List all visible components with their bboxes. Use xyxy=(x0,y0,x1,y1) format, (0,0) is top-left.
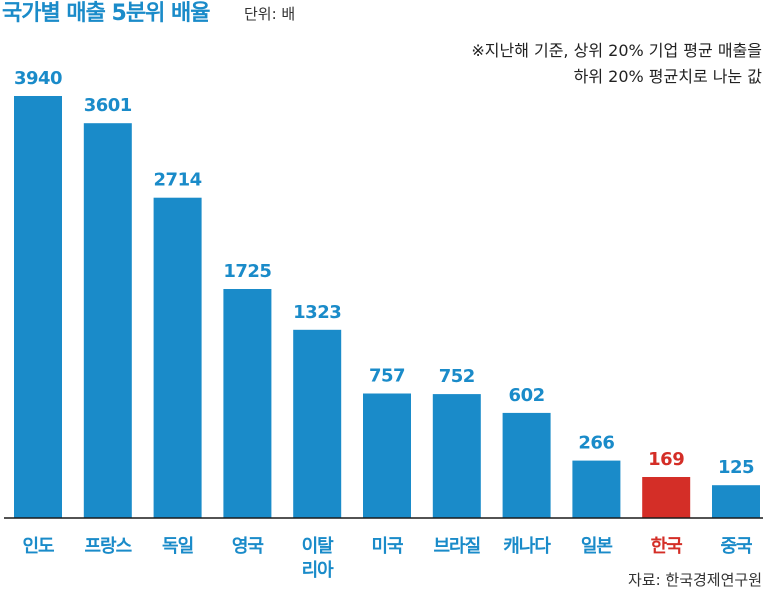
bar-10 xyxy=(642,477,691,518)
category-label-line: 중국 xyxy=(720,536,752,557)
bar-value-label: 169 xyxy=(648,449,684,470)
category-label-line: 일본 xyxy=(581,536,613,557)
category-label: 중국 xyxy=(720,536,752,557)
bar-value-label: 266 xyxy=(578,433,614,454)
category-label: 한국 xyxy=(651,536,683,557)
category-label: 캐나다 xyxy=(503,536,551,557)
bar-value-label: 1725 xyxy=(223,261,271,282)
category-label-line: 브라질 xyxy=(433,536,480,557)
bar-8 xyxy=(502,412,551,518)
category-label: 일본 xyxy=(581,536,613,557)
bar-6 xyxy=(363,393,411,518)
category-label-line: 한국 xyxy=(651,536,683,557)
category-label-line: 캐나다 xyxy=(503,536,551,557)
bar-11 xyxy=(712,485,760,518)
bar-value-label: 2714 xyxy=(154,170,202,191)
category-label: 독일 xyxy=(162,536,194,557)
bar-group: 3940 3601 2714 1725 1323 757 752 602 266 169 125 xyxy=(14,68,760,518)
bar-value-label: 3601 xyxy=(84,95,132,116)
bar-9 xyxy=(572,460,621,518)
category-label-line: 리아 xyxy=(302,560,335,581)
note-line-2: 하위 20% 평균치로 나눈 값 xyxy=(574,67,763,86)
category-label-line: 프랑스 xyxy=(84,536,131,557)
category-label: 브라질 xyxy=(433,536,480,557)
bar-7 xyxy=(432,394,481,518)
bar-value-label: 125 xyxy=(718,457,754,478)
bar-3 xyxy=(153,197,202,518)
bar-value-label: 752 xyxy=(439,366,475,387)
bar-4 xyxy=(223,289,272,518)
category-label-line: 이탈 xyxy=(302,536,335,557)
category-label: 영국 xyxy=(232,536,264,557)
category-label: 프랑스 xyxy=(84,536,131,557)
category-label-line: 영국 xyxy=(232,536,264,557)
source-note: 자료: 한국경제연구원 xyxy=(628,571,762,589)
category-label: 미국 xyxy=(371,536,403,557)
category-label: 인도 xyxy=(22,536,54,557)
category-label-line: 인도 xyxy=(22,536,54,557)
category-label-line: 미국 xyxy=(371,536,403,557)
bar-value-label: 3940 xyxy=(14,68,62,89)
category-label-line: 독일 xyxy=(162,536,194,557)
note-line-1: ※지난해 기준, 상위 20% 기업 평균 매출을 xyxy=(471,41,762,60)
unit-label: 단위: 배 xyxy=(244,5,295,23)
bar-1 xyxy=(14,96,62,518)
bar-value-label: 757 xyxy=(369,366,405,387)
bar-2 xyxy=(83,123,132,518)
bar-value-label: 602 xyxy=(509,385,545,406)
chart-title: 국가별 매출 5분위 배율 xyxy=(2,1,210,26)
bar-5 xyxy=(293,329,342,518)
bar-value-label: 1323 xyxy=(293,302,341,323)
